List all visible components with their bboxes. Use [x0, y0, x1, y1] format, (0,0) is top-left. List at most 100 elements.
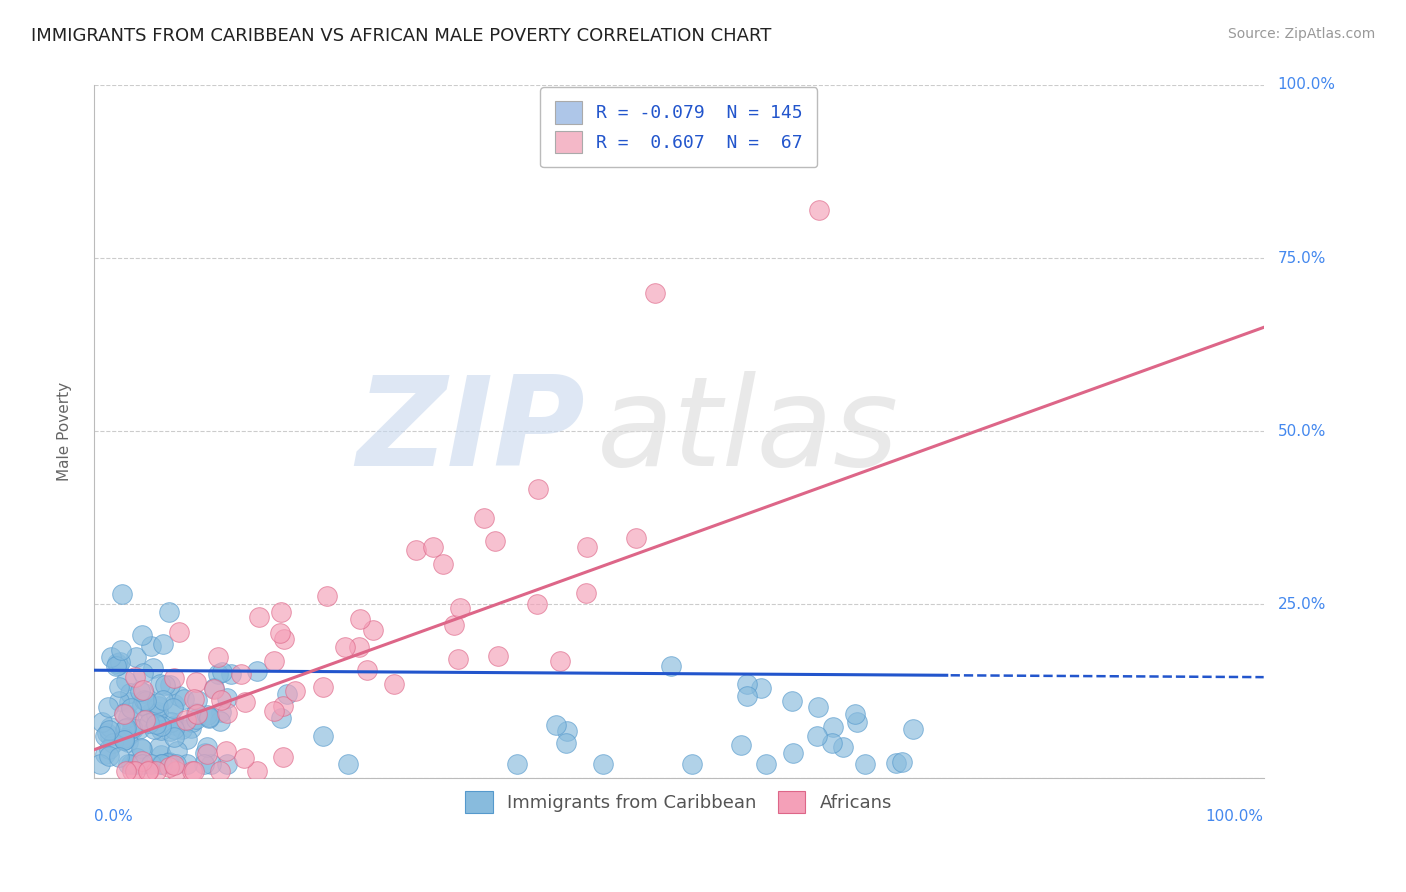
Point	[112, 706, 135, 720]
Point	[117, 735, 139, 749]
Point	[157, 760, 180, 774]
Point	[120, 700, 142, 714]
Point	[176, 756, 198, 771]
Point	[134, 713, 156, 727]
Point	[141, 639, 163, 653]
Point	[94, 747, 117, 761]
Point	[217, 756, 239, 771]
Point	[209, 714, 232, 728]
Point	[145, 717, 167, 731]
Point	[111, 587, 134, 601]
Point	[211, 665, 233, 679]
Point	[221, 666, 243, 681]
Point	[91, 715, 114, 730]
Point	[808, 202, 831, 217]
Point	[432, 557, 454, 571]
Point	[121, 764, 143, 778]
Point	[233, 751, 256, 765]
Point	[730, 738, 752, 752]
Point	[163, 672, 186, 686]
Point	[233, 695, 256, 709]
Point	[98, 729, 121, 743]
Point	[229, 667, 252, 681]
Point	[449, 600, 471, 615]
Point	[150, 718, 173, 732]
Point	[138, 764, 160, 778]
Point	[903, 722, 925, 736]
Point	[782, 694, 804, 708]
Point	[139, 706, 162, 720]
Point	[405, 543, 427, 558]
Point	[153, 678, 176, 692]
Point	[108, 750, 131, 764]
Point	[209, 764, 232, 778]
Point	[831, 740, 853, 755]
Point	[183, 764, 205, 778]
Point	[484, 534, 506, 549]
Point	[311, 680, 333, 694]
Point	[162, 722, 184, 736]
Point	[124, 670, 146, 684]
Point	[128, 684, 150, 698]
Point	[97, 749, 120, 764]
Point	[312, 729, 335, 743]
Point	[89, 756, 111, 771]
Point	[575, 586, 598, 600]
Point	[163, 697, 186, 711]
Point	[447, 651, 470, 665]
Point	[181, 714, 204, 729]
Point	[546, 717, 568, 731]
Point	[198, 710, 221, 724]
Point	[98, 742, 121, 756]
Point	[845, 714, 868, 729]
Point	[180, 721, 202, 735]
Point	[681, 756, 703, 771]
Point	[751, 681, 773, 695]
Point	[575, 540, 598, 554]
Point	[160, 714, 183, 729]
Point	[782, 746, 804, 760]
Point	[644, 285, 666, 300]
Point	[347, 640, 370, 655]
Point	[107, 658, 129, 673]
Text: atlas: atlas	[596, 371, 898, 491]
Point	[214, 744, 236, 758]
Point	[118, 685, 141, 699]
Point	[592, 756, 614, 771]
Point	[112, 733, 135, 747]
Point	[121, 721, 143, 735]
Point	[195, 740, 218, 755]
Point	[146, 696, 169, 710]
Point	[527, 482, 550, 496]
Point	[163, 730, 186, 744]
Point	[120, 756, 142, 771]
Point	[136, 710, 159, 724]
Point	[356, 663, 378, 677]
Point	[283, 683, 305, 698]
Point	[186, 707, 208, 722]
Point	[159, 756, 181, 771]
Point	[139, 756, 162, 771]
Point	[186, 692, 208, 706]
Point	[131, 756, 153, 771]
Point	[162, 758, 184, 772]
Point	[142, 722, 165, 736]
Point	[131, 756, 153, 771]
Point	[135, 694, 157, 708]
Point	[97, 699, 120, 714]
Point	[526, 597, 548, 611]
Point	[197, 711, 219, 725]
Point	[128, 723, 150, 737]
Point	[167, 689, 190, 703]
Point	[112, 731, 135, 746]
Point	[118, 696, 141, 710]
Point	[131, 698, 153, 713]
Point	[195, 708, 218, 723]
Point	[215, 690, 238, 705]
Point	[136, 764, 159, 778]
Point	[108, 680, 131, 694]
Point	[157, 756, 180, 770]
Point	[131, 628, 153, 642]
Point	[186, 674, 208, 689]
Point	[735, 690, 758, 704]
